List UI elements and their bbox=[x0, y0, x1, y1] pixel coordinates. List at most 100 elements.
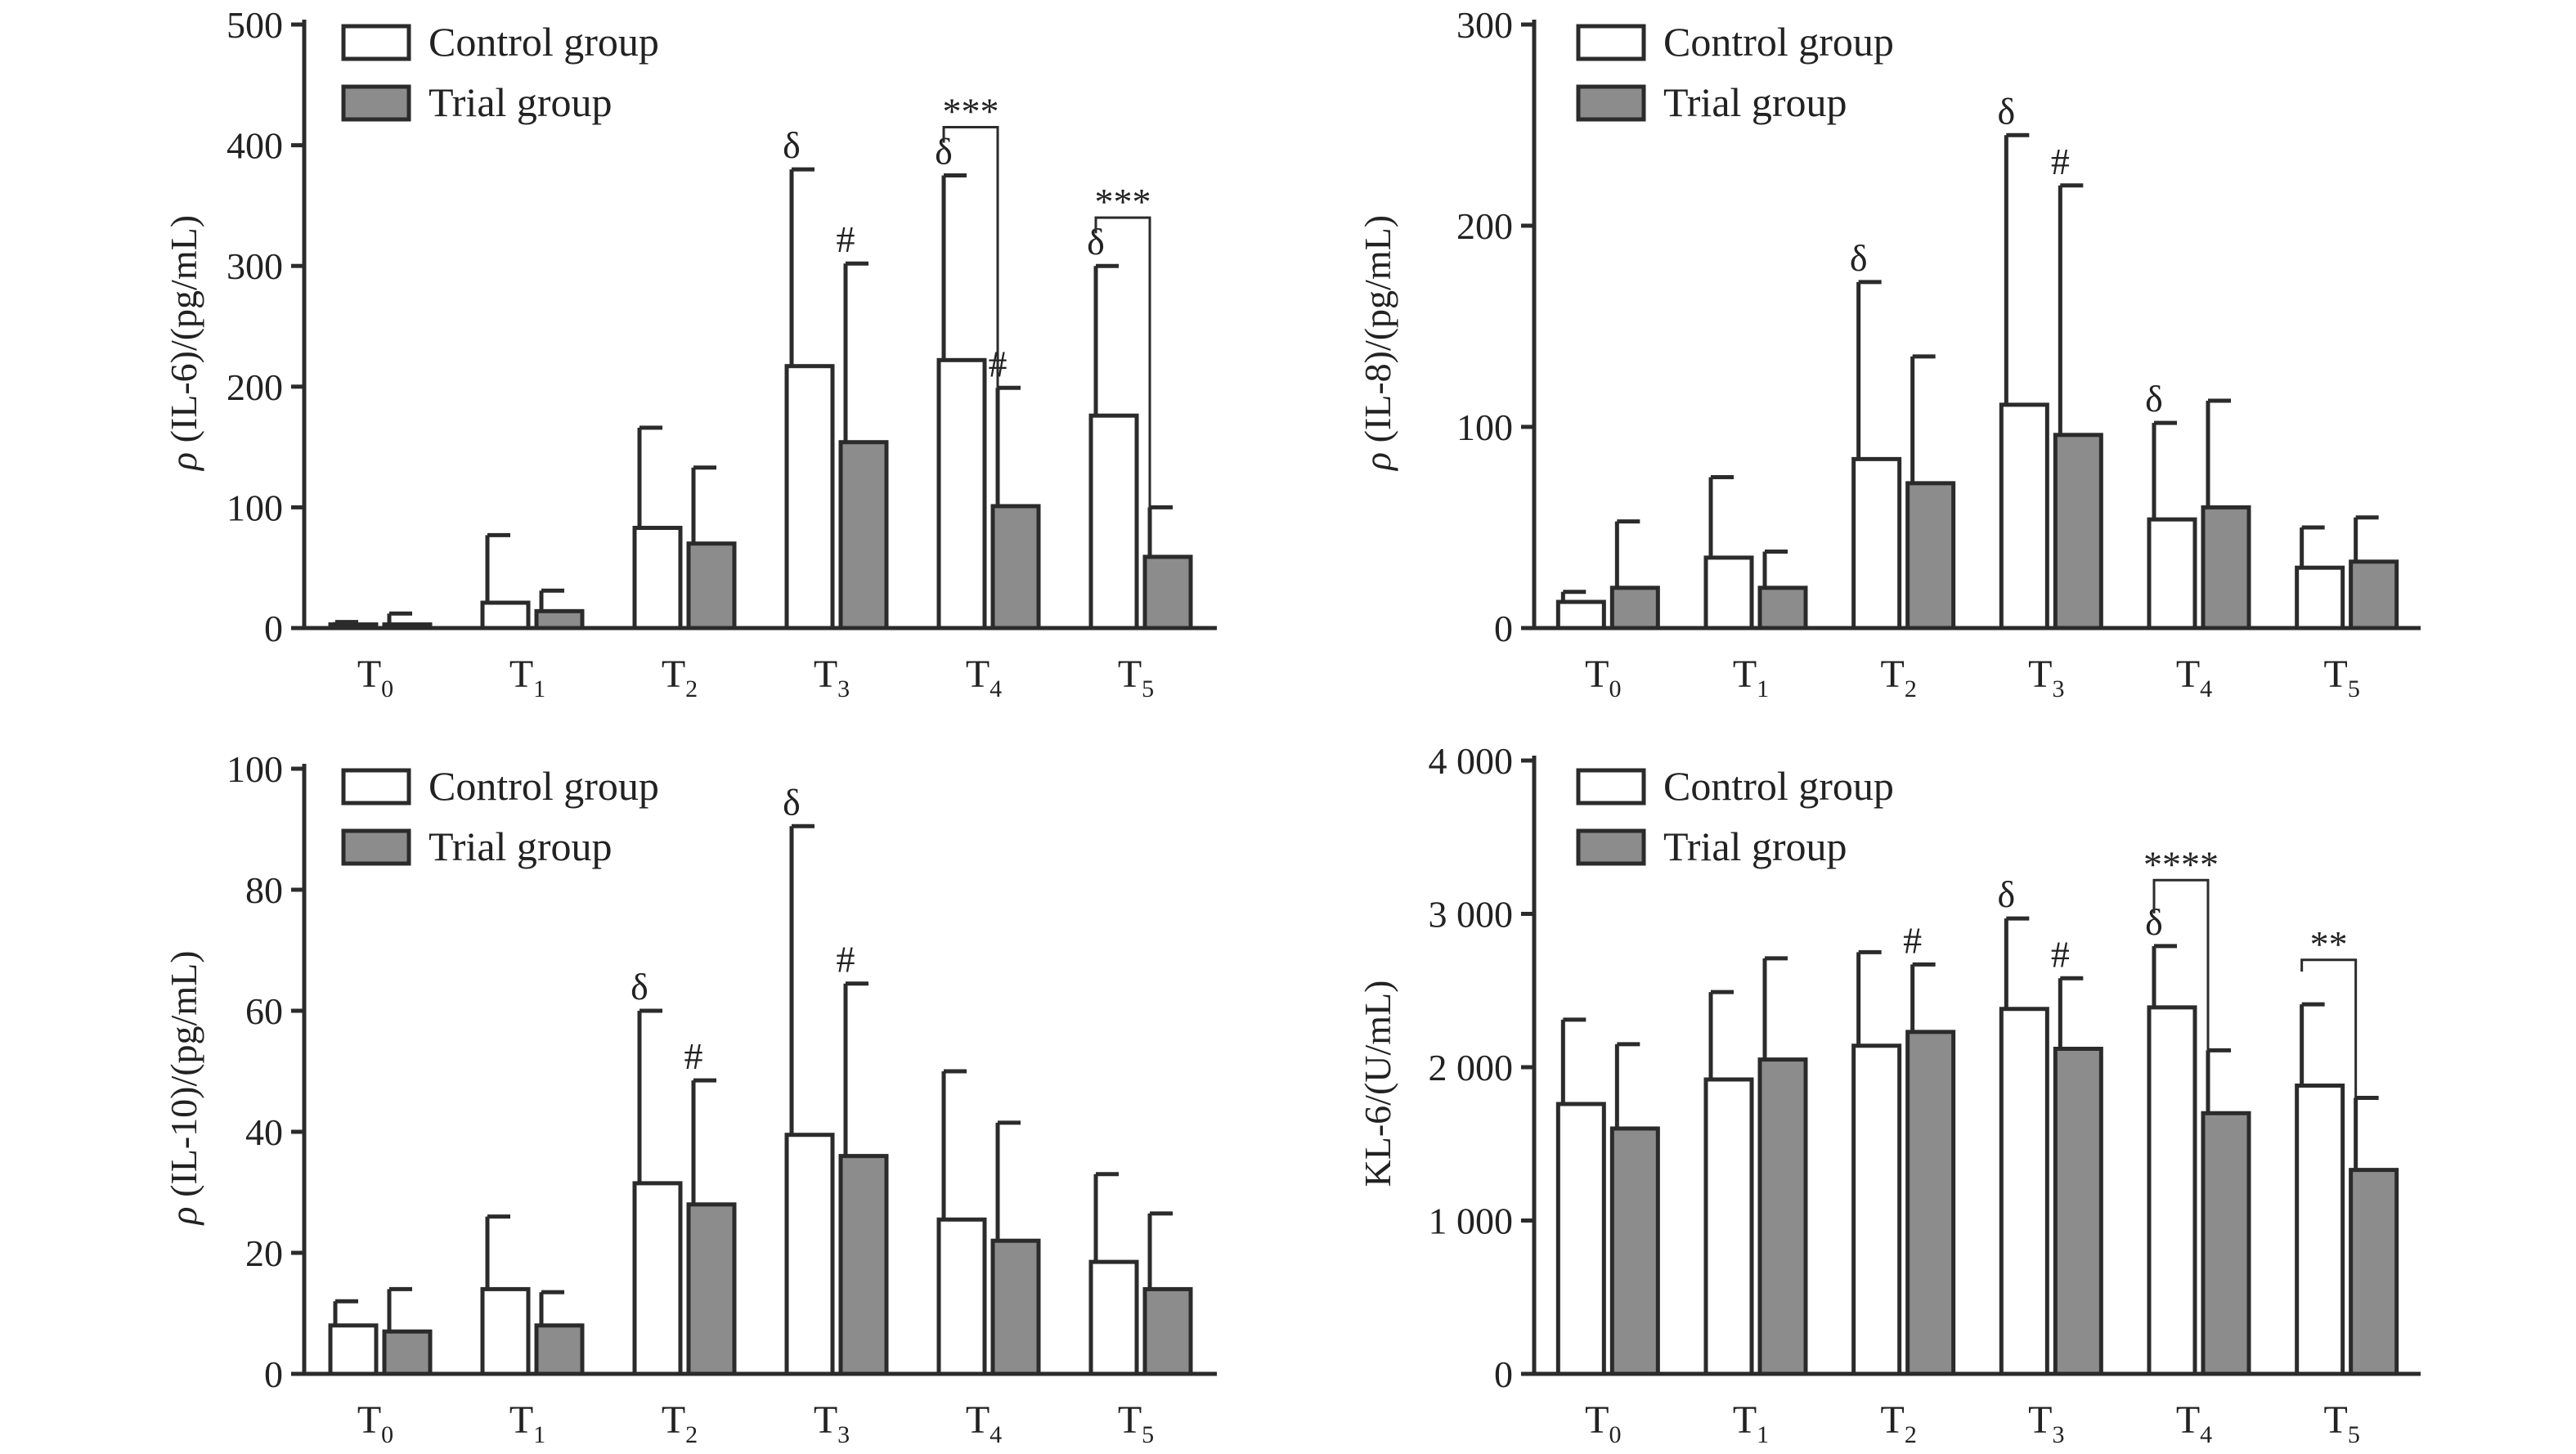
x-tick-label-subscript: 5 bbox=[2348, 675, 2360, 702]
bar-trial-T3 bbox=[838, 440, 889, 631]
bar-trial-T5 bbox=[2349, 1168, 2399, 1376]
x-tick-label: T5 bbox=[2324, 653, 2360, 702]
significance-marker: δ bbox=[631, 966, 648, 1007]
bar-control-T1 bbox=[480, 1286, 531, 1376]
bar-control-T2 bbox=[632, 1181, 683, 1376]
x-tick-label-base: T bbox=[509, 1398, 533, 1442]
x-tick-label-subscript: 2 bbox=[685, 675, 698, 702]
legend-swatch-trial bbox=[1576, 828, 1646, 866]
y-tick-label: 100 bbox=[227, 487, 283, 528]
x-tick-label: T5 bbox=[2324, 1398, 2360, 1448]
bar-trial-T3 bbox=[2053, 1047, 2103, 1376]
y-tick-label: 4 000 bbox=[1429, 740, 1514, 782]
comparison-stars: **** bbox=[2143, 843, 2219, 885]
legend-label-control: Control group bbox=[429, 763, 659, 809]
significance-marker: # bbox=[837, 939, 855, 981]
bar-trial-T5 bbox=[1142, 554, 1193, 631]
legend-swatch-trial bbox=[341, 84, 411, 122]
x-tick-label-base: T bbox=[662, 1398, 685, 1442]
y-tick-label: 300 bbox=[227, 245, 283, 287]
bar-control-T0 bbox=[1555, 1102, 1606, 1376]
legend-label-control: Control group bbox=[1663, 19, 1894, 65]
y-axis-label: ρ (IL-8)/(pg/mL) bbox=[1357, 215, 1398, 472]
y-tick-label: 100 bbox=[227, 748, 283, 790]
bar-control-T1 bbox=[1703, 1077, 1754, 1376]
x-tick-label-base: T bbox=[2324, 653, 2348, 696]
x-tick-label-base: T bbox=[2176, 653, 2200, 696]
x-tick-label-base: T bbox=[814, 1398, 837, 1442]
y-tick-label: 400 bbox=[227, 125, 283, 167]
x-tick-label-base: T bbox=[966, 1398, 990, 1442]
y-axis-label-text: (IL-6)/(pg/mL) bbox=[163, 215, 204, 452]
y-tick-label: 200 bbox=[1456, 205, 1513, 247]
y-tick-label: 60 bbox=[245, 990, 283, 1032]
x-tick-label-subscript: 4 bbox=[2200, 1421, 2212, 1448]
bar-trial-T0 bbox=[382, 622, 433, 631]
x-tick-label: T2 bbox=[1881, 1398, 1917, 1448]
y-tick-label: 0 bbox=[264, 1353, 283, 1395]
y-tick-label: 200 bbox=[227, 366, 283, 408]
x-tick-label-base: T bbox=[1733, 1398, 1757, 1442]
y-tick-label: 500 bbox=[227, 4, 283, 46]
x-tick-label: T2 bbox=[662, 653, 698, 702]
x-tick-label: T4 bbox=[2176, 1398, 2212, 1448]
x-tick-label-base: T bbox=[2176, 1398, 2200, 1442]
x-tick-label-base: T bbox=[966, 653, 990, 696]
significance-marker: δ bbox=[1997, 90, 2015, 132]
x-tick-label-subscript: 1 bbox=[1757, 1421, 1769, 1448]
y-tick-label: 0 bbox=[1494, 1353, 1513, 1395]
x-tick-label-subscript: 1 bbox=[533, 1421, 545, 1448]
x-tick-label-base: T bbox=[1585, 653, 1609, 696]
y-axis-label: ρ (IL-10)/(pg/mL) bbox=[163, 950, 204, 1226]
significance-marker: δ bbox=[783, 124, 801, 166]
x-tick-label: T0 bbox=[1585, 1398, 1621, 1448]
bar-trial-T3 bbox=[2053, 433, 2103, 631]
y-axis-label: ρ (IL-6)/(pg/mL) bbox=[163, 215, 204, 472]
x-tick-label-subscript: 2 bbox=[1905, 675, 1917, 702]
legend-label-trial: Trial group bbox=[1663, 79, 1847, 125]
y-tick-label: 20 bbox=[245, 1232, 283, 1274]
bar-trial-T3 bbox=[838, 1154, 889, 1376]
y-axis-label-text: (IL-8)/(pg/mL) bbox=[1357, 215, 1398, 452]
x-tick-label: T2 bbox=[662, 1398, 698, 1448]
bar-control-T3 bbox=[1999, 1007, 2049, 1376]
x-tick-label-base: T bbox=[2028, 1398, 2052, 1442]
x-tick-label-base: T bbox=[814, 653, 837, 696]
significance-marker: δ bbox=[935, 131, 953, 173]
legend-swatch-control bbox=[1576, 768, 1646, 806]
x-tick-label-subscript: 2 bbox=[1905, 1421, 1917, 1448]
x-tick-label-subscript: 3 bbox=[2052, 1421, 2064, 1448]
y-tick-label: 80 bbox=[245, 869, 283, 911]
bar-trial-T1 bbox=[534, 1323, 585, 1376]
x-tick-label-subscript: 5 bbox=[2348, 1421, 2360, 1448]
x-tick-label: T3 bbox=[2028, 1398, 2064, 1448]
bar-trial-T4 bbox=[2201, 505, 2251, 631]
bar-control-T3 bbox=[784, 364, 835, 631]
y-tick-label: 0 bbox=[1494, 608, 1513, 649]
y-tick-label: 40 bbox=[245, 1111, 283, 1153]
x-tick-label-base: T bbox=[357, 1398, 381, 1442]
y-axis-label: KL-6/(U/mL) bbox=[1357, 981, 1398, 1187]
significance-marker: δ bbox=[1997, 873, 2015, 915]
bar-control-T4 bbox=[2147, 517, 2197, 631]
x-tick-label-subscript: 0 bbox=[381, 1421, 393, 1448]
bar-control-T4 bbox=[2147, 1005, 2197, 1376]
legend-label-control: Control group bbox=[429, 19, 659, 65]
y-tick-label: 0 bbox=[264, 608, 283, 649]
x-tick-label: T3 bbox=[2028, 653, 2064, 702]
comparison-bracket bbox=[1094, 216, 1151, 508]
x-tick-label-subscript: 4 bbox=[990, 675, 1002, 702]
x-tick-label-subscript: 5 bbox=[1142, 1421, 1154, 1448]
significance-marker: δ bbox=[2145, 901, 2163, 943]
y-axis-label-symbol: ρ bbox=[163, 452, 204, 472]
bar-control-T5 bbox=[1088, 413, 1139, 631]
bar-control-T0 bbox=[328, 1323, 379, 1376]
bar-trial-T0 bbox=[1609, 1126, 1660, 1376]
x-tick-label-subscript: 3 bbox=[2052, 675, 2064, 702]
bar-trial-T1 bbox=[1757, 586, 1808, 631]
bar-trial-T0 bbox=[1609, 586, 1660, 631]
y-axis-label-symbol: ρ bbox=[1357, 452, 1398, 472]
